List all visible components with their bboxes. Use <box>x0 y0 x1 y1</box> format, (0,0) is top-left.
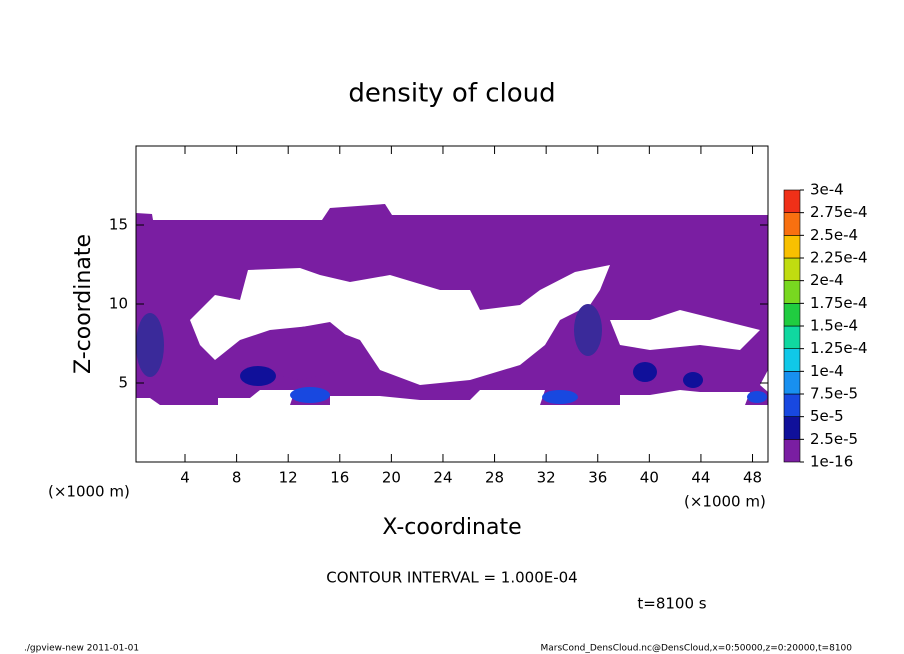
footer-right: MarsCond_DensCloud.nc@DensCloud,x=0:5000… <box>541 644 853 654</box>
cloud-patch <box>258 322 352 380</box>
cloud-core <box>747 391 767 403</box>
cloud-core <box>633 362 657 382</box>
colorbar-band <box>783 257 801 281</box>
cloud-core <box>574 304 602 356</box>
cloud-core <box>240 366 276 386</box>
colorbar-band <box>783 393 801 417</box>
cloud-core <box>542 390 578 404</box>
colorbar-band <box>783 416 801 440</box>
colorbar-label: 3e-4 <box>810 181 844 199</box>
colorbar-band <box>783 439 801 463</box>
x-tick-label: 28 <box>485 469 504 487</box>
colorbar-label: 2.5e-4 <box>810 226 858 244</box>
x-tick-label: 16 <box>330 469 349 487</box>
colorbar-label: 1.5e-4 <box>810 317 858 335</box>
x-tick-label: 44 <box>691 469 710 487</box>
colorbar-band <box>783 280 801 304</box>
colorbar-band <box>783 189 801 213</box>
colorbar-label: 2.75e-4 <box>810 203 868 221</box>
x-tick-label: 36 <box>588 469 607 487</box>
colorbar-band <box>783 371 801 395</box>
x-unit: (×1000 m) <box>48 483 130 501</box>
cloud-core <box>136 313 164 377</box>
contour-field <box>136 204 768 405</box>
colorbar-band <box>783 212 801 236</box>
x-unit: (×1000 m) <box>684 493 766 511</box>
colorbar-band <box>783 348 801 372</box>
y-tick-label: 10 <box>109 295 128 313</box>
colorbar-label: 1.25e-4 <box>810 339 868 357</box>
colorbar-label: 1e-16 <box>810 453 853 471</box>
colorbar-band <box>783 235 801 259</box>
colorbar-label: 7.5e-5 <box>810 385 858 403</box>
colorbar-band <box>783 303 801 327</box>
y-tick-label: 5 <box>118 374 128 392</box>
colorbar-label: 1.75e-4 <box>810 294 868 312</box>
x-tick-label: 20 <box>382 469 401 487</box>
cloud-gap <box>610 310 760 350</box>
annotation: CONTOUR INTERVAL = 1.000E-04 <box>326 569 577 587</box>
y-tick-label: 15 <box>109 216 128 234</box>
x-tick-label: 4 <box>180 469 190 487</box>
x-tick-label: 32 <box>537 469 556 487</box>
x-tick-label: 48 <box>743 469 762 487</box>
x-tick-label: 8 <box>232 469 242 487</box>
colorbar-label: 5e-5 <box>810 407 844 425</box>
time-label: t=8100 s <box>637 595 706 613</box>
x-axis-label: X-coordinate <box>382 515 521 540</box>
cloud-gap <box>190 265 610 385</box>
footer-left: ./gpview-new 2011-01-01 <box>24 644 139 654</box>
colorbar-label: 2.25e-4 <box>810 249 868 267</box>
cloud-core <box>683 372 703 388</box>
x-tick-label: 40 <box>640 469 659 487</box>
colorbar-band <box>783 325 801 349</box>
colorbar-label: 2e-4 <box>810 271 844 289</box>
x-tick-label: 24 <box>433 469 452 487</box>
colorbar-label: 2.5e-5 <box>810 430 858 448</box>
cloud-core <box>290 387 330 403</box>
y-axis-label: Z-coordinate <box>71 234 96 374</box>
x-tick-label: 12 <box>279 469 298 487</box>
colorbar-label: 1e-4 <box>810 362 844 380</box>
chart-title: density of cloud <box>348 79 555 109</box>
